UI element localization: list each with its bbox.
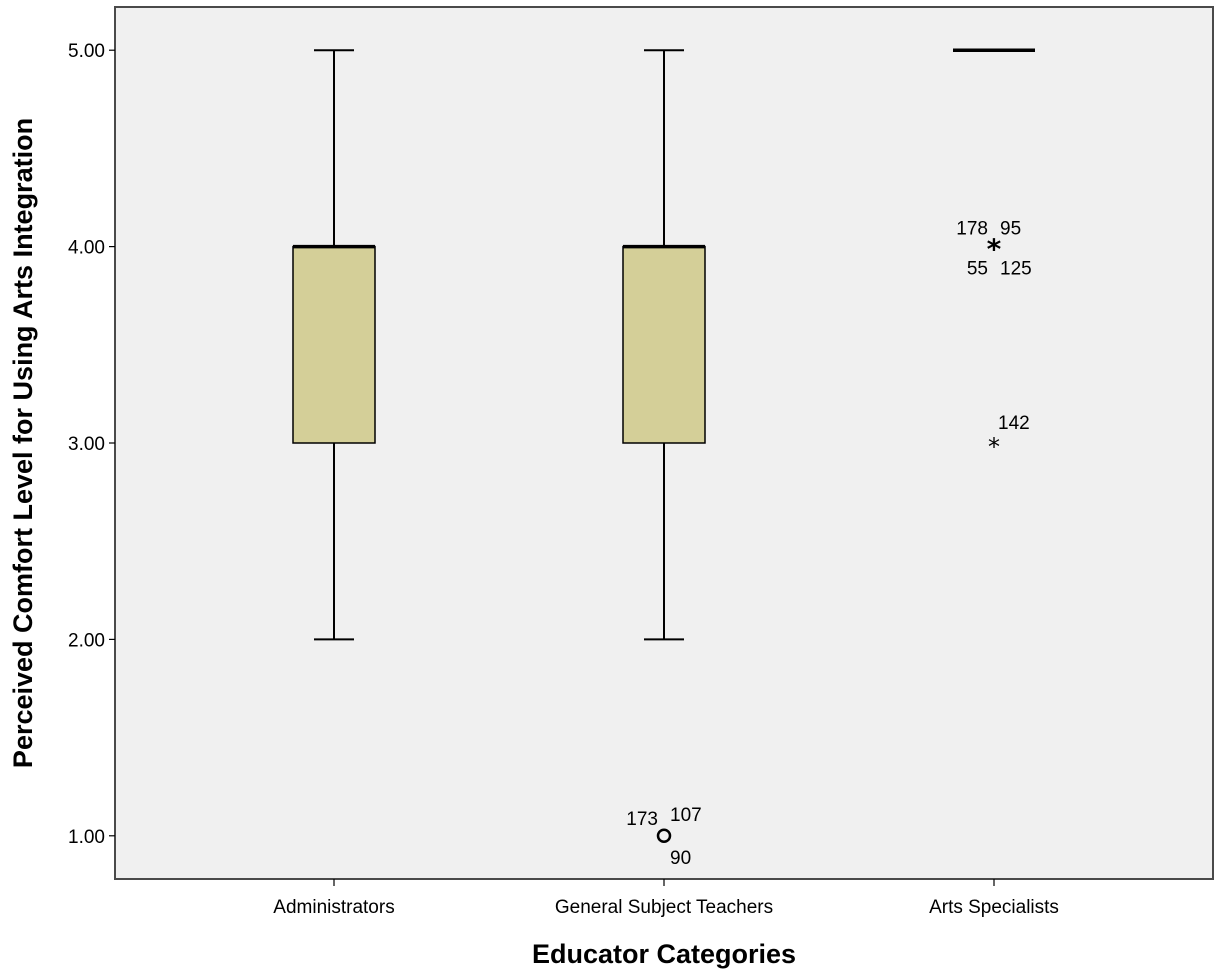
- y-axis-title: Perceived Comfort Level for Using Arts I…: [8, 118, 38, 768]
- outlier-label: 107: [670, 805, 702, 826]
- outlier-star: *: [987, 233, 1002, 266]
- x-axis-title: Educator Categories: [532, 939, 796, 969]
- y-tick-label: 5.00: [68, 41, 105, 62]
- outlier-circle: [656, 828, 672, 844]
- x-axis: Administrators General Subject Teachers Ar…: [273, 879, 1059, 918]
- x-tick-label: General Subject Teachers: [555, 897, 773, 918]
- outlier-label: 90: [670, 848, 691, 869]
- y-axis: 1.00 2.00 3.00 4.00 5.00: [68, 41, 115, 848]
- y-tick-label: 4.00: [68, 238, 105, 259]
- outlier-label: 142: [998, 413, 1030, 434]
- outlier-star: *: [988, 433, 1000, 461]
- y-tick-label: 1.00: [68, 827, 105, 848]
- y-tick-label: 3.00: [68, 434, 105, 455]
- outlier-label: 55: [967, 259, 988, 280]
- outlier-label: 173: [626, 809, 658, 830]
- outlier-label: 125: [1000, 259, 1032, 280]
- box-1: [292, 49, 376, 641]
- x-tick-label: Arts Specialists: [929, 897, 1059, 918]
- box-2: 173 107 90: [622, 49, 706, 869]
- y-tick-label: 2.00: [68, 630, 105, 651]
- x-tick-label: Administrators: [273, 897, 394, 918]
- iqr-box: [622, 245, 706, 444]
- iqr-box: [292, 245, 376, 444]
- outlier-label: 178: [956, 219, 988, 240]
- outlier-label: 95: [1000, 219, 1021, 240]
